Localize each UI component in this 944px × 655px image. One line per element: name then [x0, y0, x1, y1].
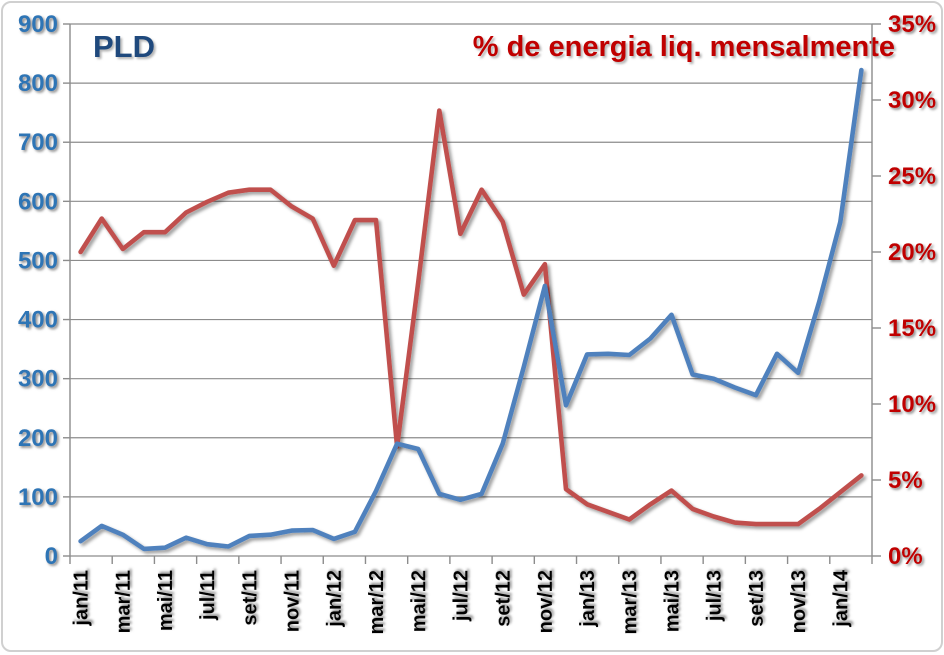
right-axis-label: 10% [888, 391, 936, 418]
x-axis-label: set/12 [493, 570, 515, 627]
x-axis-label: nov/13 [788, 570, 810, 633]
right-axis-label: 5% [888, 467, 923, 494]
left-series-title: PLD [93, 29, 155, 64]
left-axis-label: 400 [18, 307, 58, 334]
right-axis-label: 20% [888, 239, 936, 266]
right-axis-label: 30% [888, 87, 936, 114]
left-axis-label: 800 [18, 70, 58, 97]
x-axis-label: nov/11 [282, 570, 304, 632]
right-axis-label: 25% [888, 163, 936, 190]
x-axis-label: jul/12 [450, 570, 472, 622]
x-axis-label: mar/12 [366, 570, 388, 635]
x-axis-label: jan/12 [324, 570, 346, 628]
series-line-pld [78, 67, 864, 552]
right-series-title: % de energia liq. mensalmente [472, 31, 895, 63]
right-axis-label: 15% [888, 315, 936, 342]
left-axis-label: 700 [18, 129, 58, 156]
left-axis-label: 900 [18, 11, 58, 38]
x-axis-label: mai/13 [662, 570, 684, 632]
x-axis-label: mar/13 [619, 570, 641, 635]
left-axis-label: 600 [18, 188, 58, 215]
x-axis-label: jan/11 [71, 570, 93, 627]
x-axis-label: mai/12 [408, 570, 430, 632]
right-axis-label: 35% [888, 11, 936, 38]
x-axis-label: set/13 [746, 570, 768, 627]
x-axis-label: jul/11 [197, 570, 219, 621]
x-axis-label: jan/13 [577, 570, 599, 628]
x-axis-label: nov/12 [535, 570, 557, 633]
left-axis-label: 0 [45, 543, 58, 570]
right-axis-label: 0% [888, 543, 923, 570]
left-axis-label: 100 [18, 484, 58, 511]
x-axis-label: set/11 [239, 570, 261, 626]
left-axis-label: 500 [18, 247, 58, 274]
left-axis-label: 300 [18, 366, 58, 393]
left-axis-label: 200 [18, 425, 58, 452]
x-axis-label: mai/11 [155, 570, 177, 631]
x-axis-label: mar/11 [113, 570, 135, 633]
x-axis-label: jan/14 [830, 569, 852, 628]
series-line-percent-energia [78, 108, 864, 527]
x-axis-label: jul/13 [704, 570, 726, 622]
